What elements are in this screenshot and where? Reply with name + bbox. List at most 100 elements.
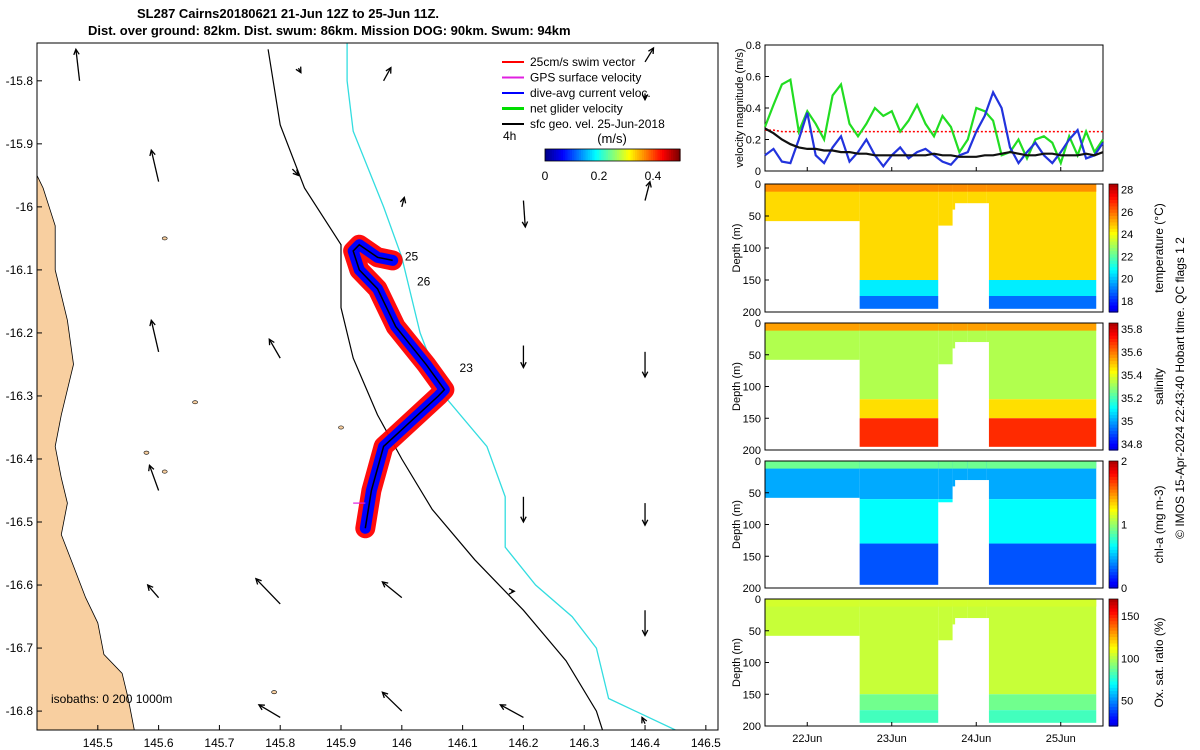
x-tick-label: 145.8 — [265, 736, 295, 750]
colorbar-cell — [605, 149, 609, 161]
x-tick-label: 24Jun — [961, 733, 991, 745]
colorbar-cell — [569, 149, 573, 161]
colorbar-tick-label: 34.8 — [1121, 439, 1142, 451]
y-tick-label: 150 — [743, 689, 761, 701]
colorbar-frame — [1108, 460, 1119, 589]
colorbar-cell — [1109, 572, 1118, 576]
sfc-geo-velocity-arrow — [257, 704, 281, 718]
colorbar-cell — [1109, 643, 1118, 648]
colorbar-cell — [657, 149, 661, 161]
colorbar-cell — [1109, 421, 1118, 426]
y-tick-label: 0 — [755, 179, 761, 191]
arrow-head — [645, 180, 652, 188]
section-surface-band — [986, 323, 1097, 331]
y-tick-label: 200 — [743, 583, 761, 595]
colorbar-cell — [1109, 480, 1118, 484]
imos-annotation: © IMOS 15-Apr-2024 22:43:40 Hobart time.… — [1173, 237, 1187, 539]
arrow-head — [149, 318, 156, 327]
arrow-shaft — [258, 704, 281, 718]
section-surface-band — [952, 184, 968, 192]
sfc-geo-velocity-arrow — [73, 47, 81, 81]
colorbar-cell — [1109, 380, 1118, 384]
arrow-head — [520, 361, 527, 370]
colorbar-cell — [1109, 470, 1118, 475]
colorbar-cell — [1109, 335, 1118, 340]
colorbar-cell — [1109, 418, 1118, 423]
arrow-head — [399, 196, 407, 204]
y-tick-label: -16.8 — [6, 704, 34, 718]
colorbar-cell — [1109, 367, 1118, 372]
section-surface-band — [765, 599, 860, 607]
colorbar-cell — [1109, 342, 1118, 346]
arrow-head — [292, 169, 300, 177]
colorbar-tick-label: 0.4 — [645, 169, 662, 183]
y-tick-label: 50 — [749, 488, 761, 500]
colorbar-cell — [1109, 187, 1118, 191]
sfc-geo-velocity-arrow — [641, 716, 648, 724]
arrow-head — [641, 519, 649, 527]
section-layer — [859, 399, 939, 419]
colorbar-tick-label: 35.4 — [1121, 370, 1142, 382]
section-layer — [859, 280, 939, 296]
colorbar-tick-label: 35 — [1121, 416, 1133, 428]
colorbar-cell — [1109, 440, 1118, 445]
y-tick-label: 0.6 — [746, 72, 761, 84]
colorbar-cell — [547, 149, 551, 161]
colorbar-cell — [594, 149, 598, 161]
glider-track-line — [352, 243, 446, 529]
section-ylabel: Depth (m) — [731, 638, 743, 687]
colorbar-cell — [1109, 386, 1118, 391]
colorbar-cell — [1109, 235, 1118, 239]
colorbar-cell — [646, 149, 650, 161]
section-layer — [859, 499, 939, 544]
section-layer — [986, 280, 1097, 296]
colorbar-cell — [1109, 329, 1118, 334]
colorbar-frame — [544, 148, 681, 162]
x-tick-label: 146.4 — [630, 736, 660, 750]
colorbar-cell — [565, 149, 569, 161]
colorbar-cell — [1109, 502, 1118, 507]
colorbar-cell — [619, 149, 623, 161]
colorbar-cell — [1109, 678, 1118, 683]
colorbar-tick-label: 26 — [1121, 207, 1133, 219]
colorbar-cell — [1109, 575, 1118, 580]
map-panel: 25 26 23 145.5 145.6 145.7 145.8 145.9 146 146.1 1… — [6, 42, 721, 750]
section-surface-band — [859, 323, 939, 331]
colorbar-cell — [626, 149, 629, 161]
section-surface-band — [765, 461, 860, 469]
colorbar-cell — [1109, 559, 1118, 564]
colorbar-cell — [596, 149, 600, 161]
colorbar-cell — [1109, 332, 1118, 337]
colorbar-cell — [1109, 389, 1118, 394]
colorbar-frame — [1108, 322, 1119, 451]
section-surface-band — [986, 184, 1097, 192]
section-panel: 0 50 100 150 200 Depth (m) 18 20 22 24 26 28 tempera… — [731, 179, 1166, 319]
section-colorbar: 34.8 35 35.2 35.4 35.6 35.8 salinity — [1108, 322, 1166, 451]
y-tick-label: 0.8 — [746, 40, 761, 52]
colorbar-cell — [1109, 305, 1118, 310]
colorbar-cell — [635, 149, 638, 161]
colorbar-cell — [1109, 565, 1118, 570]
colorbar-cell — [653, 149, 656, 161]
velocity-series-line — [763, 77, 1104, 167]
colorbar-cell — [1109, 376, 1118, 381]
section-colorbar: 0 1 2 chl-a (mg m-3) — [1108, 456, 1166, 595]
colorbar-tick-label: 100 — [1121, 653, 1139, 665]
section-layer — [986, 418, 1097, 447]
colorbar-cell — [1109, 292, 1118, 297]
colorbar-cell — [603, 149, 607, 161]
arrow-head — [257, 704, 265, 711]
colorbar-cell — [1109, 508, 1118, 513]
section-layer — [859, 184, 939, 280]
colorbar-cell — [1109, 260, 1118, 265]
section-surface-band — [765, 323, 860, 331]
y-tick-label: 0 — [755, 456, 761, 468]
sfc-geo-velocity-arrow — [381, 691, 403, 712]
colorbar-tick-label: 35.6 — [1121, 347, 1142, 359]
y-tick-label: 200 — [743, 721, 761, 733]
colorbar-cell — [1109, 370, 1118, 375]
section-surface-band — [952, 323, 968, 331]
section-surface-band — [952, 599, 968, 607]
sfc-geo-velocity-arrow — [268, 337, 281, 359]
legend-entry: GPS surface velocity — [530, 71, 641, 85]
